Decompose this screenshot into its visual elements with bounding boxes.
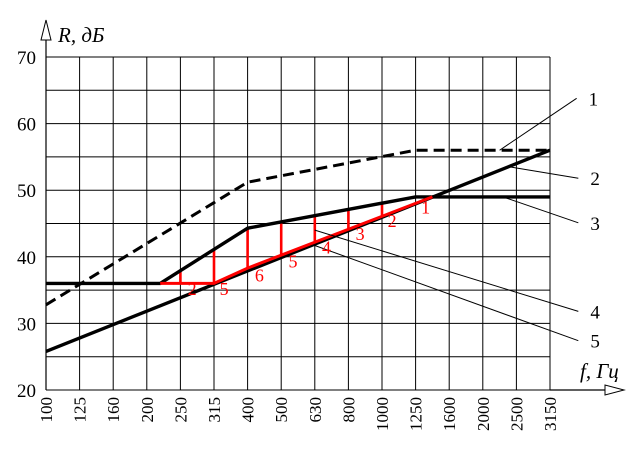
x-tick-label: 315 xyxy=(205,397,224,423)
callout-label: 3 xyxy=(590,214,600,235)
x-tick-label: 160 xyxy=(104,397,123,423)
segment-label: 6 xyxy=(255,265,264,285)
series-line-3 xyxy=(46,195,550,286)
x-tick-label: 2000 xyxy=(474,397,493,431)
segment-label: 3 xyxy=(356,224,365,244)
x-tick-label: 200 xyxy=(138,397,157,423)
y-tick-label: 20 xyxy=(17,381,36,402)
callout-leader xyxy=(502,196,579,224)
y-tick-label: 30 xyxy=(17,314,36,335)
x-tick-label: 125 xyxy=(71,397,90,423)
x-tick-label: 400 xyxy=(239,397,258,423)
grid xyxy=(45,56,551,391)
y-axis-arrow xyxy=(40,19,52,41)
x-tick-label: 1600 xyxy=(440,397,459,431)
axes xyxy=(40,19,626,396)
y-axis-label: R, дБ xyxy=(57,23,104,47)
callout-label: 4 xyxy=(590,302,600,323)
x-axis-arrow xyxy=(604,384,626,396)
fill-lines xyxy=(179,203,384,284)
callout-leader xyxy=(499,97,577,151)
x-tick-label: 100 xyxy=(37,397,56,423)
callout-label: 5 xyxy=(590,332,600,353)
callout-leader xyxy=(509,166,579,179)
callouts xyxy=(314,97,579,342)
segment-label: 2 xyxy=(188,279,197,299)
segment-label: 1 xyxy=(421,198,430,218)
x-tick-label: 800 xyxy=(339,397,358,423)
y-tick-label: 60 xyxy=(17,115,36,136)
segment-label: 2 xyxy=(388,211,397,231)
segment-label: 5 xyxy=(220,279,229,299)
series-line-1 xyxy=(45,148,550,307)
x-tick-label: 1250 xyxy=(407,397,426,431)
x-tick-label: 2500 xyxy=(507,397,526,431)
callout-label: 1 xyxy=(589,89,599,110)
callout-leader xyxy=(314,229,579,312)
x-axis-label: f, Гц xyxy=(580,359,619,383)
series-lines xyxy=(45,148,551,353)
x-tick-label: 3150 xyxy=(541,397,560,431)
x-tick-label: 250 xyxy=(171,397,190,423)
y-tick-label: 40 xyxy=(17,248,36,269)
labels: 1 2 3 4 5 2 5 6 5 4 3 2 1 20 30 40 50 60 70 100 125 160 200 250… xyxy=(17,23,619,431)
x-tick-label: 500 xyxy=(272,397,291,423)
segment-label: 4 xyxy=(322,237,331,257)
y-tick-label: 50 xyxy=(17,181,36,202)
series-line-4 xyxy=(160,195,433,285)
x-tick-label: 1000 xyxy=(373,397,392,431)
series-line-2 xyxy=(45,148,551,353)
x-tick-label: 630 xyxy=(306,397,325,423)
callout-leader xyxy=(314,245,579,342)
y-tick-label: 70 xyxy=(17,48,36,69)
callout-label: 2 xyxy=(590,169,600,190)
segment-label: 5 xyxy=(288,251,297,271)
